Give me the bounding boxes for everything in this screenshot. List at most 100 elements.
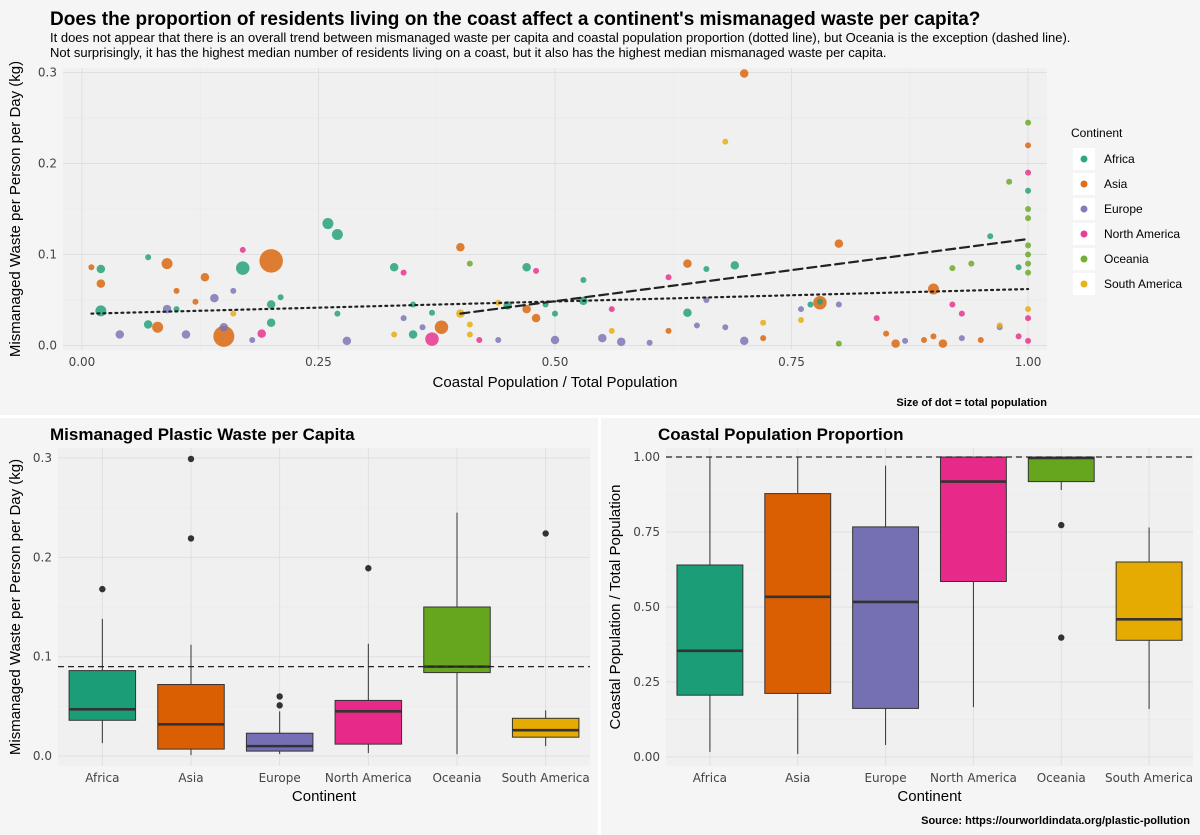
coastal-y-tick-label: 0.25: [633, 675, 660, 689]
waste-title: Mismanaged Plastic Waste per Capita: [50, 425, 355, 444]
scatter-point-asia: [259, 249, 283, 273]
scatter-point-oceania: [466, 260, 473, 267]
scatter-point-europe: [835, 301, 842, 308]
scatter-point-asia: [683, 259, 692, 268]
scatter-point-africa: [1015, 264, 1022, 271]
legend-label-africa: Africa: [1104, 152, 1135, 166]
scatter-point-oceania: [1025, 260, 1032, 267]
waste-outlier-asia: [187, 455, 195, 463]
scatter-point-south-america: [760, 319, 767, 326]
scatter-y-axis-title: Mismanaged Waste per Person per Day (kg): [7, 61, 24, 357]
scatter-point-africa: [522, 262, 531, 272]
scatter-point-asia: [200, 272, 210, 282]
scatter-point-asia: [96, 279, 106, 288]
scatter-point-south-america: [996, 322, 1003, 329]
scatter-point-africa: [95, 305, 107, 317]
scatter-point-europe: [550, 335, 560, 345]
scatter-point-asia: [665, 327, 672, 334]
scatter-point-europe: [210, 293, 219, 303]
legend-label-north-america: North America: [1104, 227, 1180, 241]
scatter-point-asia: [921, 336, 927, 343]
scatter-point-asia: [531, 313, 541, 323]
scatter-point-europe: [598, 333, 607, 343]
scatter-point-north-america: [949, 301, 956, 308]
scatter-point-asia: [760, 335, 767, 342]
scatter-point-asia: [522, 304, 531, 314]
coastal-x-axis-title: Continent: [897, 788, 962, 805]
scatter-point-europe: [646, 339, 653, 346]
coastal-boxplot: Coastal Population Proportion 0.00 0.25 0.5…: [607, 425, 1193, 805]
scatter-point-africa: [816, 298, 823, 305]
main-title: Does the proportion of residents living …: [50, 9, 980, 30]
scatter-x-tick-label: 0.50: [542, 355, 569, 369]
size-note: Size of dot = total population: [896, 397, 1047, 409]
scatter-point-asia: [977, 336, 984, 343]
legend-label-south-america: South America: [1104, 277, 1182, 291]
coastal-x-tick-label: Europe: [864, 771, 906, 785]
scatter-point-asia: [161, 258, 173, 270]
scatter-point-north-america: [239, 246, 246, 253]
scatter-point-europe: [722, 324, 729, 331]
scatter-point-africa: [552, 310, 558, 317]
scatter-point-north-america: [1025, 337, 1032, 344]
scatter-point-europe: [616, 337, 626, 347]
coastal-y-tick-label: 0.50: [633, 600, 660, 614]
scatter-point-oceania: [1025, 269, 1032, 276]
scatter-point-africa: [236, 261, 250, 275]
scatter-point-africa: [331, 228, 343, 240]
coastal-y-tick-label: 0.75: [633, 525, 660, 539]
scatter-point-africa: [266, 300, 276, 309]
coastal-x-tick-label: North America: [930, 771, 1017, 785]
scatter-point-asia: [456, 242, 465, 252]
waste-y-tick-label: 0.1: [33, 650, 52, 664]
scatter-point-asia: [192, 298, 199, 305]
scatter-x-tick-label: 0.00: [69, 355, 96, 369]
scatter-point-africa: [580, 276, 587, 283]
legend-label-oceania: Oceania: [1104, 252, 1149, 266]
scatter-point-europe: [958, 335, 965, 342]
scatter-point-africa: [266, 318, 276, 327]
waste-x-tick-label: North America: [325, 771, 412, 785]
scatter-point-oceania: [1025, 119, 1032, 126]
legend-label-europe: Europe: [1104, 202, 1143, 216]
scatter-point-south-america: [230, 310, 237, 317]
scatter-y-tick-label: 0.2: [38, 157, 57, 171]
scatter-point-africa: [683, 308, 692, 317]
scatter-point-europe: [249, 336, 256, 343]
scatter-point-europe: [739, 336, 749, 346]
scatter-point-north-america: [958, 310, 965, 317]
scatter-point-africa: [322, 218, 334, 230]
subtitle-line-1: It does not appear that there is an over…: [50, 30, 1070, 45]
scatter-point-asia: [891, 339, 900, 348]
waste-x-tick-label: Europe: [259, 771, 301, 785]
scatter-point-oceania: [1025, 215, 1032, 222]
scatter-point-south-america: [608, 327, 615, 334]
scatter-point-oceania: [968, 260, 975, 267]
waste-y-axis-title: Mismanaged Waste per Person per Day (kg): [7, 459, 24, 755]
legend-label-asia: Asia: [1104, 177, 1128, 191]
scatter-point-africa: [277, 294, 284, 301]
coastal-box-africa: [676, 564, 744, 696]
waste-outlier-south-america: [542, 530, 549, 537]
scatter-x-tick-label: 1.00: [1015, 355, 1042, 369]
scatter-point-africa: [334, 310, 341, 317]
scatter-legend: Continent Africa Asia Europe North America Oc…: [1071, 126, 1182, 295]
scatter-point-north-america: [1015, 333, 1022, 340]
scatter-point-africa: [389, 262, 399, 272]
coastal-outlier-oceania: [1058, 634, 1065, 641]
scatter-point-asia: [834, 239, 844, 248]
scatter-point-africa: [143, 320, 153, 329]
waste-box-north-america: [334, 699, 403, 745]
scatter-y-tick-label: 0.3: [38, 66, 57, 80]
scatter-point-oceania: [949, 265, 956, 272]
waste-box-south-america: [511, 717, 580, 738]
legend-swatch-north-america: [1080, 230, 1088, 238]
scatter-point-north-america: [533, 267, 540, 274]
waste-x-tick-label: South America: [502, 771, 590, 785]
waste-outlier-asia: [187, 535, 195, 542]
scatter-point-asia: [88, 264, 95, 271]
scatter-point-africa: [730, 261, 740, 270]
scatter-point-asia: [938, 339, 948, 348]
waste-box-asia: [157, 684, 225, 750]
